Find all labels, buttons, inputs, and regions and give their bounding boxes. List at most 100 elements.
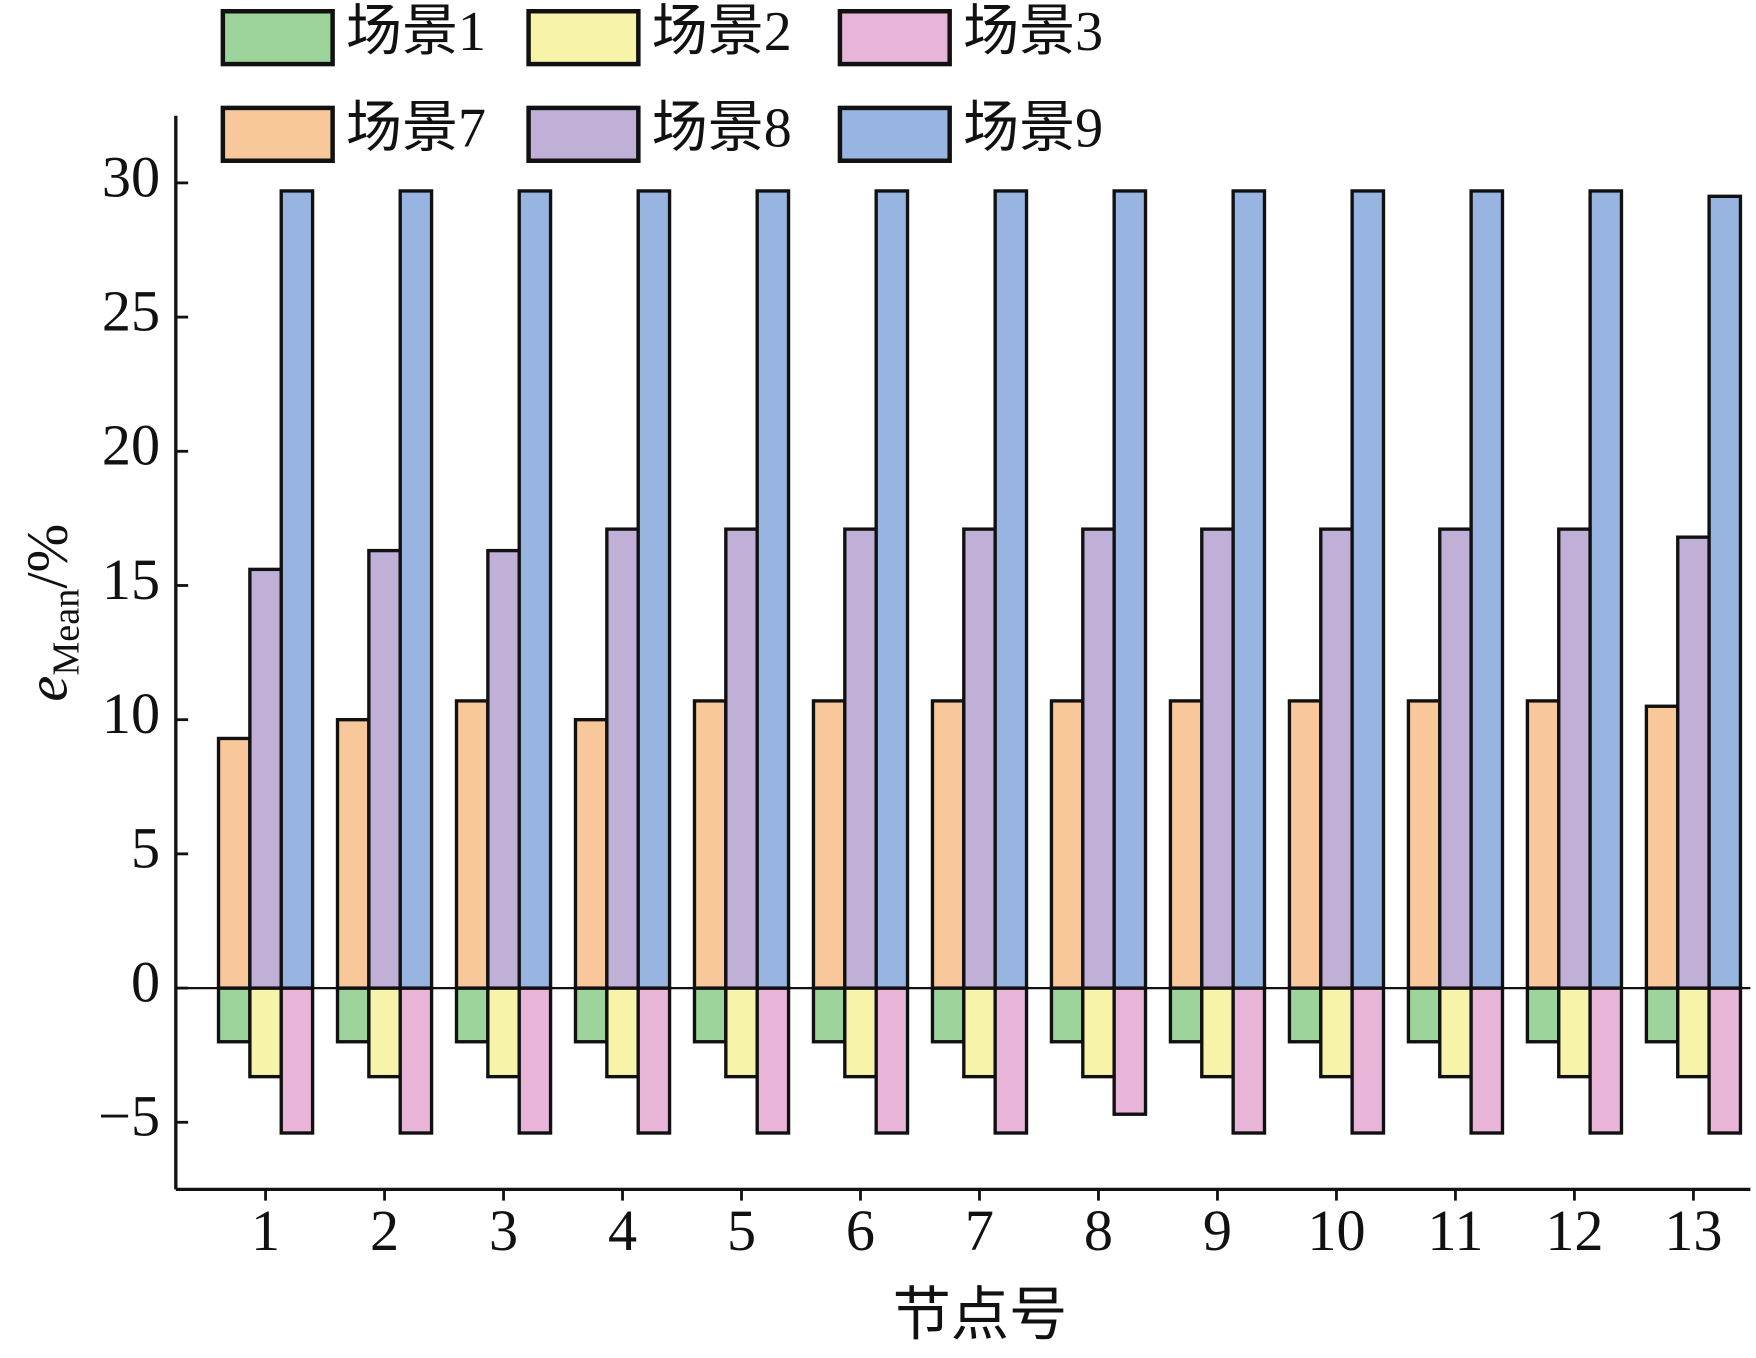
bar: [573, 986, 609, 1044]
bar: [1557, 986, 1592, 1079]
x-tick-label: 1: [251, 1198, 280, 1263]
x-tick-label: 3: [489, 1198, 518, 1263]
legend-swatch: [220, 105, 335, 164]
bar: [279, 986, 315, 1135]
bar: [454, 986, 490, 1044]
y-label-symbol: e: [15, 676, 80, 702]
bar: [367, 986, 402, 1079]
bar: [1525, 986, 1561, 1044]
legend-label: 场景3: [963, 1, 1103, 63]
bar: [1557, 527, 1592, 990]
bar: [724, 527, 759, 990]
bar: [1406, 986, 1442, 1044]
bar: [843, 527, 878, 990]
bar: [216, 736, 252, 990]
bar: [248, 567, 283, 990]
bar: [1707, 986, 1743, 1135]
x-tick-label: 9: [1203, 1198, 1232, 1263]
y-tick-label: 20: [102, 413, 160, 478]
bar: [454, 699, 490, 990]
legend-swatch: [837, 105, 952, 164]
bar: [692, 986, 728, 1044]
bar: [279, 189, 315, 990]
bar: [692, 699, 728, 990]
bar: [573, 717, 609, 990]
y-axis-label: eMean/%: [15, 524, 87, 702]
bar: [1469, 986, 1505, 1135]
bar: [1049, 986, 1085, 1044]
bar: [1200, 527, 1235, 990]
bar: [755, 189, 791, 990]
bar: [1287, 699, 1323, 990]
bar: [636, 189, 672, 990]
bar: [962, 986, 997, 1079]
legend-swatch: [220, 8, 335, 67]
y-tick-label: 5: [131, 815, 160, 880]
bar: [335, 986, 371, 1044]
bar: [1168, 699, 1204, 990]
y-tick-label: 0: [131, 949, 160, 1014]
x-tick-label: 5: [727, 1198, 756, 1263]
bar: [605, 986, 640, 1079]
y-tick-label: 10: [102, 681, 160, 746]
bar: [1081, 986, 1116, 1079]
x-tick-label: 7: [965, 1198, 994, 1263]
bar: [874, 986, 910, 1135]
bar: [1350, 189, 1386, 990]
y-tick-label: 25: [102, 278, 160, 343]
x-tick-label: 12: [1545, 1198, 1603, 1263]
bar: [216, 986, 252, 1044]
bar: [930, 699, 966, 990]
x-tick-label: 11: [1427, 1198, 1483, 1263]
bar: [1350, 986, 1386, 1135]
bar: [517, 986, 553, 1135]
y-tick-label: −5: [98, 1084, 160, 1149]
legend-swatch: [837, 8, 952, 67]
bar: [1588, 986, 1624, 1135]
bar: [398, 189, 434, 990]
bar: [1287, 986, 1323, 1044]
bar: [930, 986, 966, 1044]
bar: [486, 548, 521, 990]
bar: [1231, 986, 1267, 1135]
bar: [1406, 699, 1442, 990]
bar: [1112, 189, 1148, 990]
bar: [367, 548, 402, 990]
bar: [1231, 189, 1267, 990]
bar: [962, 527, 997, 990]
bar: [1676, 535, 1711, 990]
bar: [724, 986, 759, 1079]
legend-label: 场景8: [652, 98, 792, 160]
bar: [1644, 704, 1680, 990]
bar: [1707, 194, 1743, 990]
bar: [1081, 527, 1116, 990]
bar: [811, 699, 847, 990]
bar: [843, 986, 878, 1079]
bar: [1644, 986, 1680, 1044]
bar: [1438, 527, 1473, 990]
bar: [993, 189, 1029, 990]
legend-label: 场景2: [652, 1, 792, 63]
bar: [1112, 986, 1148, 1116]
x-tick-label: 4: [608, 1198, 637, 1263]
y-tick-label: 15: [102, 547, 160, 612]
bar: [248, 986, 283, 1079]
y-tick-label: 30: [102, 144, 160, 209]
legend-label: 场景1: [346, 1, 486, 63]
legend-swatch: [526, 105, 641, 164]
bar: [1469, 189, 1505, 990]
bar: [811, 986, 847, 1044]
bar: [1525, 699, 1561, 990]
x-tick-label: 6: [846, 1198, 875, 1263]
bar: [1676, 986, 1711, 1079]
bar: [874, 189, 910, 990]
x-tick-label: 10: [1307, 1198, 1365, 1263]
y-label-unit: /%: [15, 524, 80, 589]
bar: [993, 986, 1029, 1135]
bar: [1168, 986, 1204, 1044]
legend-swatch: [526, 8, 641, 67]
x-tick-label: 13: [1664, 1198, 1722, 1263]
bar: [1588, 189, 1624, 990]
legend-label: 场景9: [963, 98, 1103, 160]
bar: [517, 189, 553, 990]
